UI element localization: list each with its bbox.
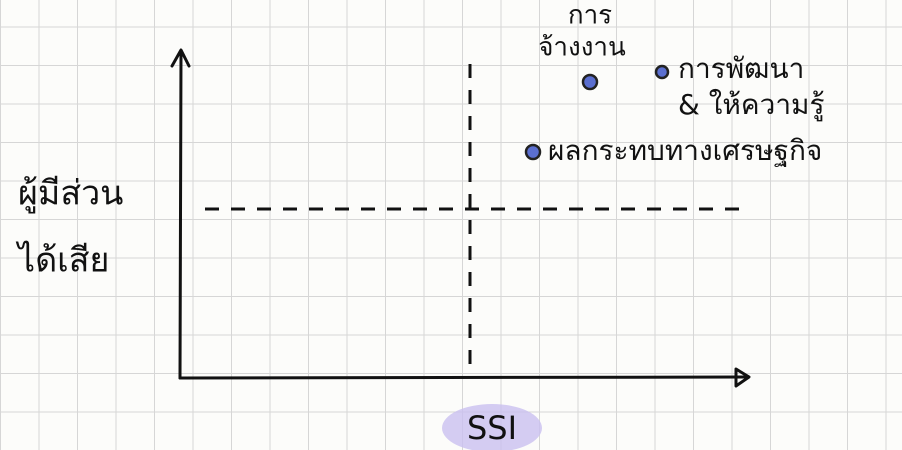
x-axis-arrow [734, 367, 751, 388]
point-label: การพัฒนา [678, 52, 804, 85]
y-axis [178, 50, 183, 380]
point-label: การ [568, 1, 612, 31]
x-label-highlight [442, 404, 542, 450]
x-axis-label: SSI [467, 409, 517, 447]
x-axis [178, 375, 748, 380]
y-axis-label: ได้เสีย [15, 241, 109, 281]
point-label: จ้างงาน [538, 33, 626, 63]
y-axis-label: ผู้มีส่วน [18, 174, 123, 214]
point-label: & ให้ความรู้ [678, 88, 825, 122]
canvas: ผู้มีส่วน ได้เสีย SSI การ จ้างงาน การพัฒ… [15, 1, 825, 450]
y-axis-arrow [170, 48, 191, 68]
point [524, 143, 542, 161]
point [581, 73, 599, 91]
point [654, 64, 670, 80]
point-label: ผลกระทบทางเศรษฐกิจ [548, 134, 822, 167]
